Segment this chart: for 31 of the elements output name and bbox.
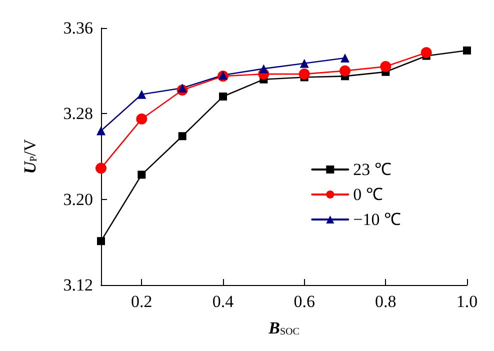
point	[380, 61, 392, 72]
y-tick-label: 3.36	[63, 18, 93, 38]
point	[298, 68, 310, 80]
point	[340, 65, 350, 76]
legend-label: 23 ℃	[353, 160, 392, 179]
point	[259, 64, 268, 74]
point	[96, 126, 106, 136]
point	[136, 114, 148, 125]
point	[137, 90, 146, 99]
x-tick-label: 0.4	[212, 292, 234, 311]
point	[219, 92, 227, 101]
x-tick-label: 0.8	[375, 292, 396, 311]
legend-label: −10 ℃	[353, 210, 402, 229]
point	[300, 58, 309, 68]
y-tick-label: 3.20	[63, 190, 93, 209]
x-tick-label: 1.0	[456, 292, 478, 311]
point	[96, 162, 106, 174]
x-axis-title: BSOC	[268, 318, 300, 338]
point	[97, 237, 105, 246]
x-tick-label: 0.2	[131, 292, 152, 311]
point	[178, 132, 186, 140]
point	[463, 46, 471, 54]
x-tick-label: 0.6	[294, 292, 315, 311]
point	[420, 47, 432, 58]
y-tick-label: 3.12	[63, 276, 93, 294]
point	[340, 53, 350, 62]
legend-label: 0 ℃	[353, 185, 383, 204]
y-axis-title: UP/V	[20, 138, 40, 174]
y-tick-label: 3.28	[63, 104, 93, 124]
point	[138, 170, 146, 179]
point	[178, 83, 187, 92]
